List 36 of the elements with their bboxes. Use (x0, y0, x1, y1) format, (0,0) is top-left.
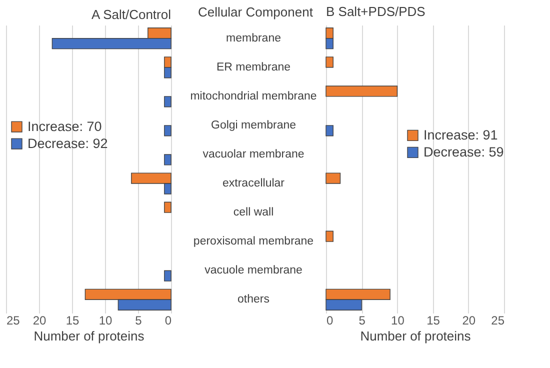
legend-label: Increase: 91 (424, 127, 498, 142)
x-tick-label: 5 (358, 314, 366, 328)
x-tick-label: 15 (66, 314, 80, 328)
x-tick-label: 20 (32, 314, 46, 328)
y-tick-label: mitochondrial membrane (190, 90, 317, 102)
y-tick-label: ER membrane (216, 61, 291, 74)
x-tick-label: 25 (6, 314, 20, 328)
y-tick-label: vacuolar membrane (202, 148, 304, 160)
x-tick-label: 20 (462, 314, 476, 328)
x-tick-label: 15 (426, 314, 440, 328)
y-tick-label: others (238, 294, 270, 306)
legend-label: Decrease: 59 (424, 144, 504, 160)
legend-label: Decrease: 92 (28, 136, 108, 151)
x-axis-title: Number of proteins (34, 328, 145, 344)
y-tick-label: vacuole membrane (204, 264, 302, 277)
x-tick-label: 5 (135, 314, 142, 328)
legend-label: Increase: 70 (28, 118, 102, 134)
x-axis-title: Number of proteins (360, 328, 472, 344)
chart-title: A Salt/Control (92, 7, 172, 22)
bar (164, 125, 172, 136)
bar (164, 202, 172, 213)
y-tick-label: peroxisomal membrane (193, 236, 314, 248)
chart-title: B Salt+PDS/PDS (326, 4, 426, 19)
y-tick-label: Golgi membrane (210, 119, 296, 132)
y-axis-title: Cellular Component (198, 4, 314, 20)
y-tick-label: membrane (226, 32, 281, 44)
x-tick-label: 0 (164, 314, 172, 328)
bar (164, 270, 172, 282)
y-tick-label: cell wall (233, 206, 274, 219)
x-tick-label: 25 (491, 314, 505, 328)
bar (164, 96, 172, 108)
bar (164, 154, 172, 166)
x-tick-label: 0 (326, 314, 334, 328)
x-tick-label: 10 (98, 314, 112, 328)
x-tick-label: 10 (391, 314, 405, 328)
y-tick-label: extracellular (222, 178, 285, 190)
